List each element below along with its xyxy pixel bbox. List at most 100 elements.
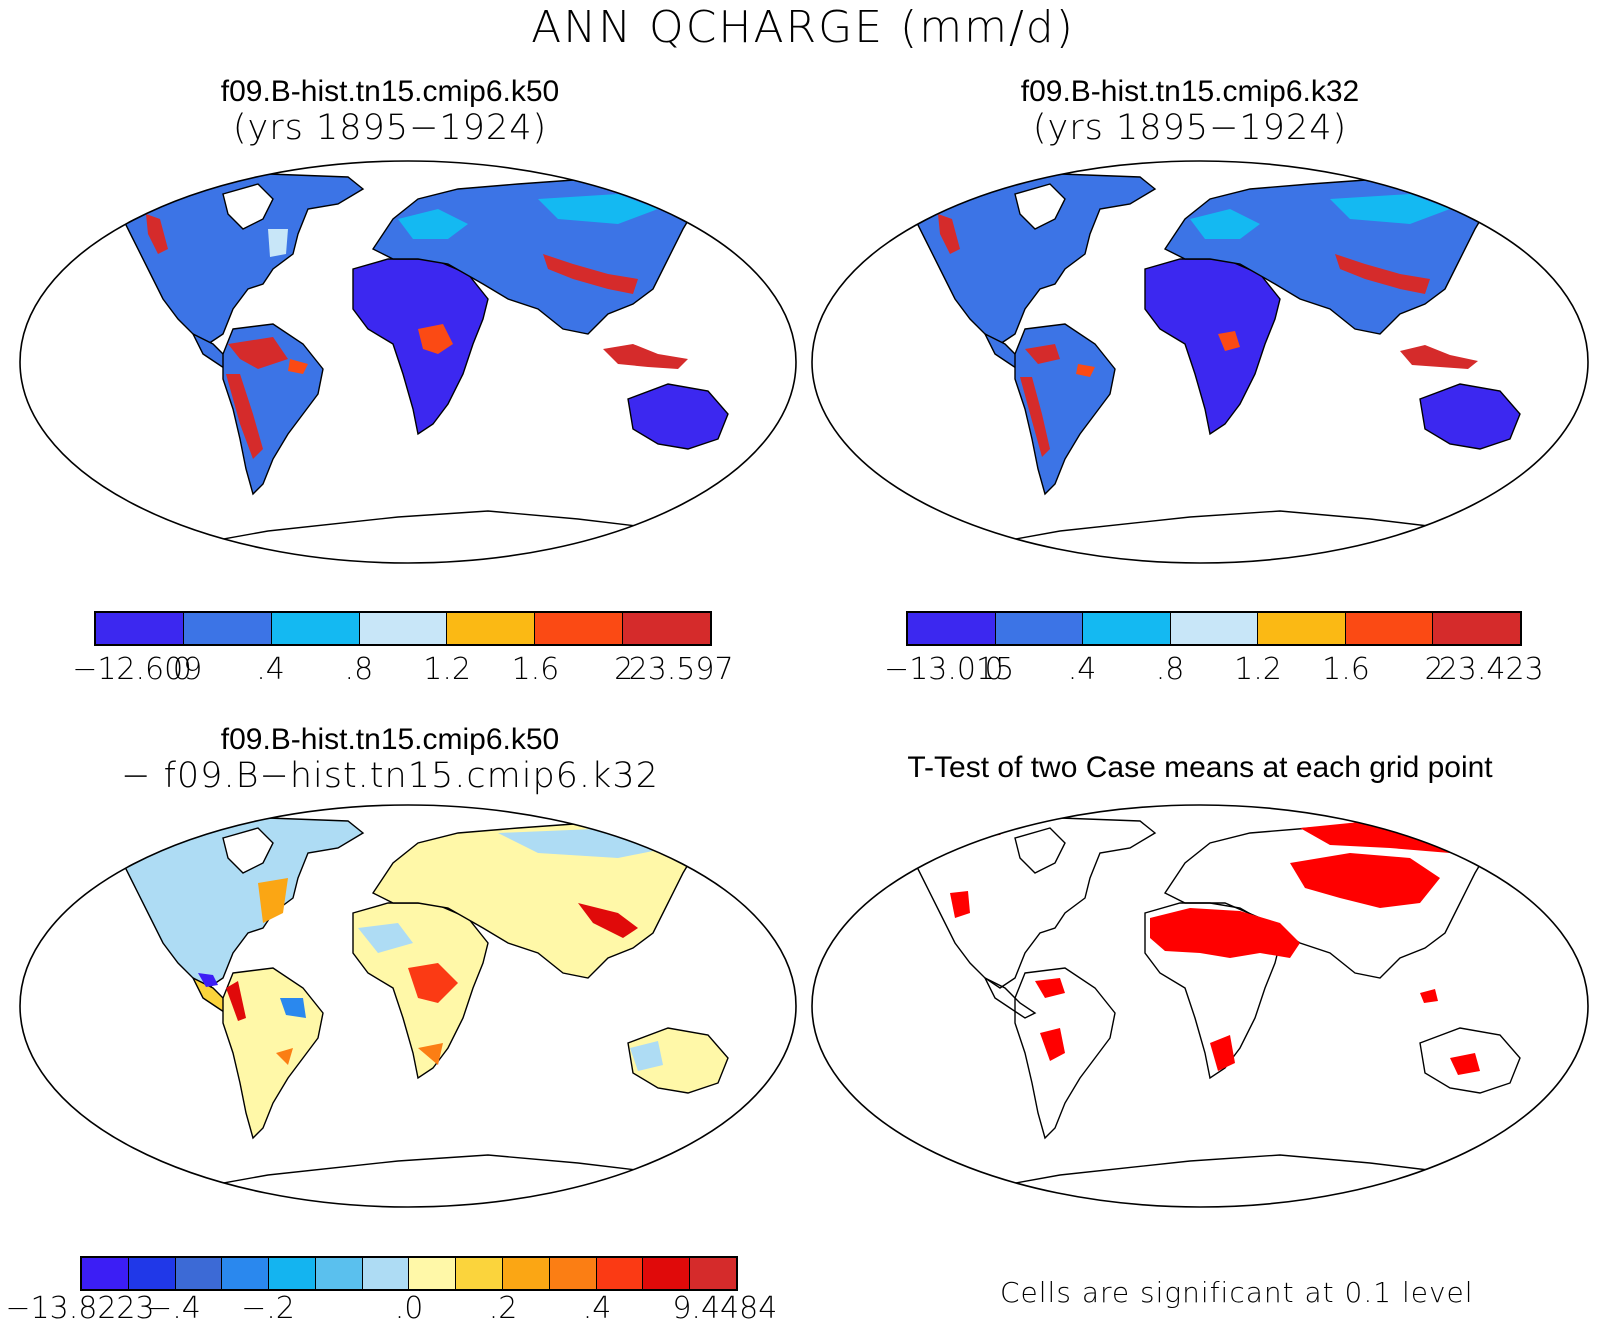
map-case-k32 <box>811 160 1589 564</box>
colorbar-swatch <box>183 613 272 644</box>
sig-us-west <box>950 891 970 918</box>
colorbar-swatch <box>690 1258 736 1289</box>
region-east-us-light <box>268 229 288 257</box>
colorbar-tick-label: 23.597 <box>628 652 734 687</box>
region-andes-wet <box>226 374 263 459</box>
region-congo-wet <box>418 324 453 354</box>
colorbar-tick-label: .4 <box>582 1291 612 1326</box>
sig-australia <box>1450 1053 1480 1075</box>
sig-south-america-n <box>1035 978 1065 998</box>
region-s-africa-warm <box>418 1043 443 1065</box>
map-difference <box>19 804 797 1208</box>
sig-south-america-s <box>1040 1028 1065 1061</box>
colorbar-swatch <box>269 1258 316 1289</box>
colorbar-swatch <box>315 1258 363 1289</box>
map-panel-case-k32 <box>810 159 1590 565</box>
colorbar-tick-label: .4 <box>1067 652 1097 687</box>
colorbar-tick-label: 0 <box>984 652 1004 687</box>
region-siberia-light <box>538 194 658 224</box>
region-andes-hot <box>226 981 246 1021</box>
colorbar-swatch <box>359 613 448 644</box>
region-europe-light <box>1190 209 1260 239</box>
region-australia-cool <box>630 1041 663 1071</box>
region-siberia-light <box>1330 194 1450 224</box>
colorbar-swatch <box>1170 613 1259 644</box>
panel1-title: f09.B-hist.tn15.cmip6.k50 (yrs 1895−1924… <box>0 74 780 146</box>
colorbar-tick-label: 9.4484 <box>672 1291 778 1326</box>
panel2-title-line1: f09.B-hist.tn15.cmip6.k32 <box>1020 75 1360 108</box>
map-panel-ttest <box>810 803 1590 1209</box>
colorbar-tick-label: 2 <box>614 652 634 687</box>
colorbar-swatch <box>222 1258 270 1289</box>
colorbar-tick-label: −.2 <box>241 1291 295 1326</box>
colorbar-swatch <box>96 613 184 644</box>
land-north-america <box>117 173 365 345</box>
region-mexico-neg <box>198 973 218 987</box>
panel1-title-line2: (yrs 1895−1924) <box>232 108 548 148</box>
colorbar-tick-label: .0 <box>394 1291 424 1326</box>
panel4-title: T-Test of two Case means at each grid po… <box>790 750 1606 786</box>
colorbar-swatch <box>175 1258 223 1289</box>
colorbar-swatch <box>1345 613 1434 644</box>
colorbar-swatch <box>1433 613 1521 644</box>
panel3-title-line1: f09.B-hist.tn15.cmip6.k50 <box>220 723 560 756</box>
colorbar-tick-label: 0 <box>172 652 192 687</box>
panel1-title-line1: f09.B-hist.tn15.cmip6.k50 <box>220 75 560 108</box>
region-nw-america-wet <box>938 214 960 254</box>
coast-central-america <box>983 976 1037 1019</box>
coast-south-america <box>1014 967 1116 1140</box>
colorbar-case-k50 <box>94 611 712 646</box>
panel3-title-line2: − f09.B−hist.tn15.cmip6.k32 <box>121 756 659 796</box>
colorbar-swatch <box>908 613 996 644</box>
land-australia <box>627 383 729 450</box>
panel2-title: f09.B-hist.tn15.cmip6.k32 (yrs 1895−1924… <box>800 74 1580 146</box>
colorbar-tick-label: 23.423 <box>1438 652 1544 687</box>
land-greenland <box>222 183 274 230</box>
colorbar-swatch <box>596 1258 644 1289</box>
region-europe-light <box>398 209 468 239</box>
region-brazil-coast <box>288 359 308 374</box>
sig-indonesia <box>1420 989 1438 1003</box>
region-amazon-wet <box>228 337 288 369</box>
region-china-wet <box>543 254 638 294</box>
colorbar-swatch <box>1083 613 1171 644</box>
land-greenland <box>222 827 274 874</box>
coast-greenland <box>1014 827 1066 874</box>
colorbar-swatch <box>535 613 624 644</box>
region-brazil-coast <box>1076 364 1095 377</box>
map-ttest <box>811 804 1589 1208</box>
colorbar-swatch <box>362 1258 410 1289</box>
colorbar-tick-label: 1.6 <box>1322 652 1370 687</box>
colorbar-tick-label: .4 <box>256 652 285 687</box>
colorbar-swatch <box>128 1258 176 1289</box>
colorbar-tick-label: 1.2 <box>1234 652 1282 687</box>
coast-australia <box>1419 1027 1521 1094</box>
land-eurasia <box>371 822 699 979</box>
land-greenland <box>1014 183 1066 230</box>
region-congo-wet <box>1218 331 1240 351</box>
colorbar-difference <box>80 1256 738 1291</box>
land-australia <box>1419 383 1521 450</box>
land-north-america <box>117 817 365 989</box>
colorbar-tick-label: −12.609 <box>72 652 203 687</box>
colorbar-tick-label: .8 <box>1155 652 1185 687</box>
region-amazon-neg <box>280 998 306 1018</box>
colorbar-swatch <box>643 1258 691 1289</box>
panel3-title: f09.B-hist.tn15.cmip6.k50 − f09.B−hist.t… <box>0 722 780 794</box>
colorbar-tick-label: 1.6 <box>511 652 560 687</box>
colorbar-swatch <box>503 1258 550 1289</box>
significance-note: Cells are significant at 0.1 level <box>1000 1276 1474 1309</box>
land-north-america <box>909 173 1157 345</box>
colorbar-tick-label: 1.2 <box>423 652 471 687</box>
map-panel-difference <box>18 803 798 1209</box>
colorbar-tick-label: −13.015 <box>884 652 1015 687</box>
colorbar-tick-label: .8 <box>344 652 374 687</box>
colorbar-swatch <box>456 1258 504 1289</box>
region-china-hot <box>578 903 638 938</box>
sig-sahara-arabia <box>1150 908 1300 958</box>
region-indonesia-wet <box>1400 345 1478 369</box>
colorbar-case-k32 <box>906 611 1522 646</box>
coast-north-america <box>909 817 1157 989</box>
colorbar-case-k32-labels: −13.015 0 .4 .8 1.2 1.6 2 23.423 <box>884 652 1544 692</box>
sig-southern-africa <box>1210 1035 1235 1071</box>
